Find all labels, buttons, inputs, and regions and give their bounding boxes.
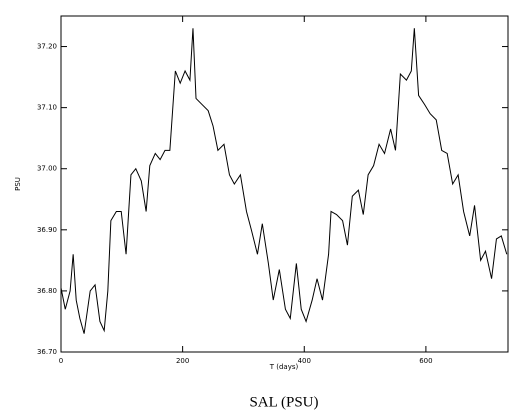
line [60,28,508,334]
y-tick-label: 37.10 [37,104,57,112]
y-tick-label: 37.00 [37,165,57,173]
plot-frame [60,15,509,353]
y-axis-label: PSU [14,177,22,191]
y-tick-label: 36.80 [37,287,57,295]
x-tick-label: 400 [298,357,311,365]
x-tick-label: 0 [59,357,63,365]
y-tick-label: 37.20 [37,43,57,51]
x-axis-label: T (days) [269,363,299,371]
x-tick-label: 600 [419,357,432,365]
x-tick-label: 200 [176,357,189,365]
y-tick-label: 36.90 [37,226,57,234]
y-tick-label: 36.70 [37,348,57,356]
chart-title: SAL (PSU) [249,394,318,410]
